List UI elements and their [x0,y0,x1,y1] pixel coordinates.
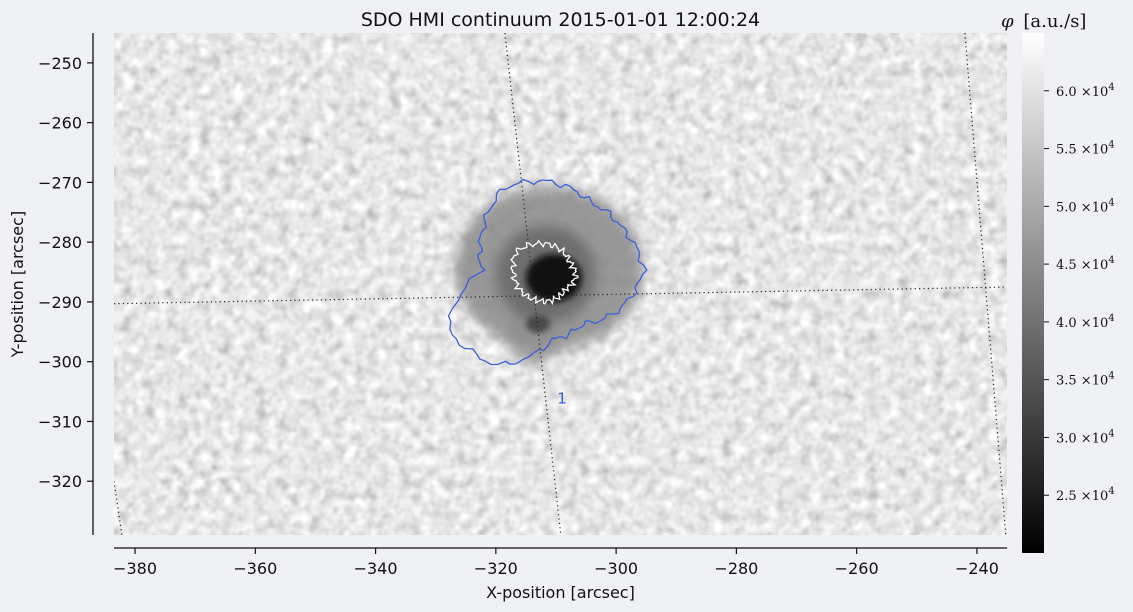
x-axis-ticks: −380 −360 −340 −320 −300 −280 −260 −240 [113,548,999,578]
grid-line [114,286,1007,305]
y-tick-label: −300 [38,353,82,372]
y-axis-ticks: −250 −260 −270 −280 −290 −300 −310 −320 [38,54,93,491]
colorbar-gradient [1022,33,1044,553]
colorbar-tick-label: 2.5 ×104 [1056,486,1115,504]
axes [92,33,1007,549]
colorbar-tick-label: 3.5 ×104 [1056,371,1115,389]
colorbar-tick-label: 4.5 ×104 [1056,255,1115,273]
x-tick-label: −240 [955,559,999,578]
umbra-shade [525,254,582,303]
x-tick-label: −360 [233,559,277,578]
grid-line [114,481,123,535]
y-tick-label: −280 [38,233,82,252]
x-axis-label: X-position [arcsec] [486,583,635,602]
x-tick-label: −320 [474,559,518,578]
heliographic-grid [114,33,1007,535]
y-tick-label: −270 [38,173,82,192]
colorbar-title: φ [a.u./s] [1001,11,1086,32]
grid-line [964,33,1007,535]
x-tick-label: −340 [354,559,398,578]
colorbar-tick-label: 5.5 ×104 [1056,140,1115,158]
x-tick-label: −380 [113,559,157,578]
colorbar-tick-label: 4.0 ×104 [1056,313,1115,331]
colorbar-tick-label: 6.0 ×104 [1056,82,1115,100]
x-tick-label: −300 [594,559,638,578]
colorbar-title-unit: [a.u./s] [1023,11,1086,32]
y-axis-label: Y-position [arcsec] [8,211,27,358]
colorbar-title-symbol: φ [1001,11,1014,32]
colorbar: 6.0 ×104 5.5 ×104 5.0 ×104 4.5 ×104 4.0 ×104… [1022,33,1115,553]
grid-line [504,33,562,535]
colorbar-tick-label: 5.0 ×104 [1056,197,1115,215]
x-tick-label: −280 [714,559,758,578]
y-tick-label: −320 [38,472,82,491]
contour-label: 1 [557,390,567,408]
y-tick-label: −260 [38,114,82,133]
sunspot-feature [454,186,644,366]
x-tick-label: −260 [835,559,879,578]
contour-umbra [510,239,579,306]
y-tick-label: −310 [38,412,82,431]
y-tick-label: −290 [38,293,82,312]
colorbar-tick-label: 3.0 ×104 [1056,428,1115,446]
chart-title: SDO HMI continuum 2015-01-01 12:00:24 [361,9,760,31]
contour-lines: 1 [447,178,648,408]
y-tick-label: −250 [38,54,82,73]
image-plot-area: 1 [114,33,1007,535]
dark-fragment-shade [525,315,550,334]
contour-penumbra [447,178,648,366]
